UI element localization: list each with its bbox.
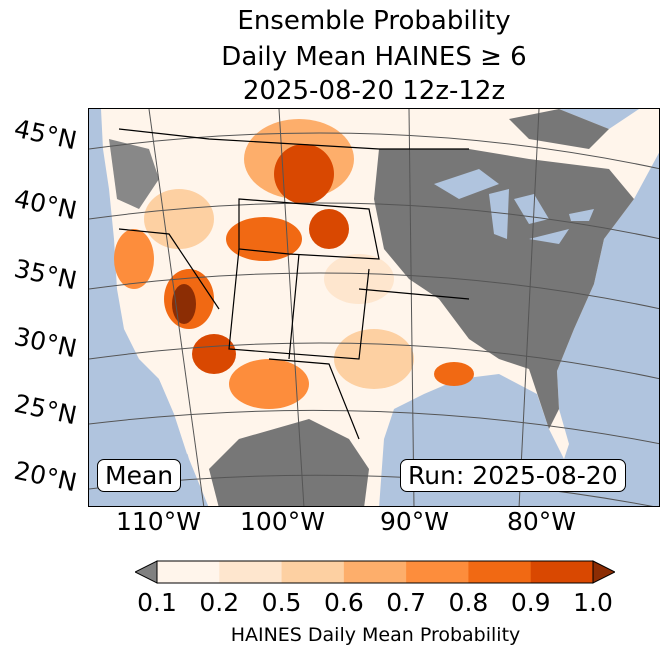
west-gray: [109, 139, 159, 209]
lon-label-110: 110°W: [116, 507, 201, 536]
colorbar-segment: [530, 561, 594, 583]
colorbar-tick-label: 0.2: [199, 588, 240, 617]
orange-blobs: [114, 119, 474, 409]
lon-label-80: 80°W: [507, 507, 577, 536]
colorbar-under-arrow: [135, 560, 158, 584]
colorbar-over-arrow: [592, 560, 615, 584]
colorbar-tick-label: 0.6: [323, 588, 364, 617]
colorbar-outline: [156, 560, 594, 584]
colorbar-segment: [157, 561, 220, 583]
lat-label-35: 35°N: [11, 253, 80, 296]
run-label: Run: 2025-08-20: [400, 459, 626, 492]
colorbar-segment: [468, 561, 532, 583]
lat-label-25: 25°N: [11, 388, 80, 431]
great-lakes: [434, 169, 594, 244]
colorbar-segment: [281, 561, 345, 583]
map-canvas: [89, 109, 659, 506]
lat-label-30: 30°N: [11, 321, 80, 364]
mean-label: Mean: [97, 459, 182, 492]
colorbar-tick-label: 0.8: [448, 588, 489, 617]
mexico-gray: [209, 419, 369, 506]
colorbar: [135, 560, 615, 584]
lon-label-90: 90°W: [380, 507, 450, 536]
canada-gray: [509, 109, 609, 149]
colorbar-tick-label: 0.9: [510, 588, 551, 617]
colorbar-tick-label: 0.1: [137, 588, 177, 617]
colorbar-tick-label: 1.0: [573, 588, 613, 617]
east-gray-region: [374, 149, 634, 429]
title-line-3: 2025-08-20 12z-12z: [242, 76, 506, 106]
state-borders: [118, 128, 470, 440]
colorbar-tick-label: 0.7: [386, 588, 427, 617]
graticule: [89, 109, 659, 506]
lat-label-20: 20°N: [11, 455, 80, 498]
lat-label-40: 40°N: [11, 183, 80, 226]
title-line-2: Daily Mean HAINES ≥ 6: [221, 42, 527, 72]
title-line-1: Ensemble Probability: [237, 6, 511, 36]
map-panel: [88, 108, 660, 507]
colorbar-label: HAINES Daily Mean Probability: [230, 624, 521, 646]
baja-peninsula: [159, 364, 194, 454]
colorbar-segment: [406, 561, 469, 583]
colorbar-tick-label: 0.5: [261, 588, 302, 617]
colorbar-segment: [343, 561, 407, 583]
colorbar-segment: [219, 561, 283, 583]
lon-label-100: 100°W: [240, 507, 325, 536]
lat-label-45: 45°N: [11, 113, 80, 156]
